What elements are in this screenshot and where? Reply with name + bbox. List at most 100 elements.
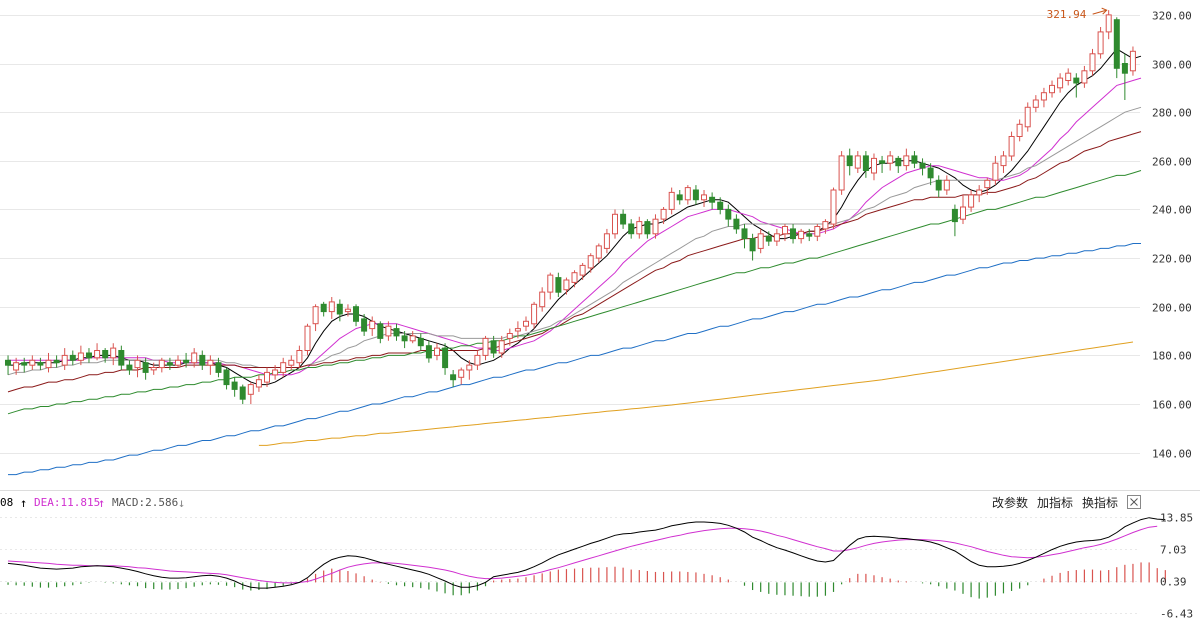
- candle-body: [951, 208, 958, 223]
- macd-histogram: [7, 562, 1166, 599]
- candle: [320, 301, 327, 317]
- close-icon[interactable]: [1127, 495, 1141, 509]
- candle-body: [935, 179, 942, 191]
- candle-body: [1121, 63, 1128, 74]
- price-tick-label: 260.00: [1152, 156, 1192, 169]
- candle-body: [361, 318, 368, 332]
- candle: [1121, 53, 1128, 100]
- macd-value: MACD:2.586: [112, 496, 178, 509]
- candle: [717, 197, 724, 215]
- candle-body: [86, 352, 92, 359]
- candle: [725, 204, 732, 227]
- candle: [895, 155, 902, 173]
- candle-body: [717, 201, 724, 210]
- candle-body: [377, 323, 384, 339]
- candle-body: [320, 303, 327, 313]
- candle: [668, 187, 675, 215]
- candle: [951, 204, 958, 237]
- candle: [13, 357, 20, 375]
- candle: [547, 272, 554, 300]
- candle-body: [879, 160, 886, 164]
- candle: [458, 367, 465, 385]
- candle: [1000, 151, 1007, 173]
- candle: [53, 355, 60, 368]
- candle: [231, 377, 238, 397]
- candle-body: [482, 337, 489, 356]
- candle: [927, 163, 934, 186]
- candle: [506, 328, 513, 346]
- candle: [822, 219, 829, 234]
- candle-body: [652, 218, 659, 235]
- dif-arrow-icon: ↑: [20, 496, 27, 510]
- candle: [166, 357, 173, 370]
- candle: [288, 355, 295, 370]
- candle-body: [644, 221, 651, 235]
- add-indicator-button[interactable]: 加指标: [1037, 495, 1073, 510]
- candle: [312, 304, 319, 332]
- candle-body: [571, 272, 578, 283]
- candle-body: [53, 359, 60, 364]
- candle: [757, 228, 764, 254]
- change-params-button[interactable]: 改参数: [992, 495, 1028, 510]
- candle: [1105, 10, 1112, 40]
- candle: [612, 209, 618, 239]
- candle: [264, 367, 270, 388]
- candle-body: [612, 213, 618, 235]
- candle: [984, 177, 991, 195]
- candle-body: [531, 303, 538, 325]
- candle-body: [199, 354, 206, 366]
- candle: [498, 335, 505, 358]
- candle-body: [369, 320, 376, 330]
- candle: [603, 228, 610, 254]
- candle-body: [158, 359, 165, 369]
- candle: [102, 348, 109, 363]
- candle-body: [21, 362, 28, 366]
- candle-body: [765, 235, 772, 242]
- candle-body: [118, 350, 125, 366]
- candle: [77, 345, 84, 366]
- candle: [344, 304, 351, 317]
- candle-body: [514, 328, 521, 332]
- candle: [409, 331, 416, 344]
- candle: [1129, 46, 1136, 76]
- candle: [199, 350, 206, 370]
- candle-body: [668, 191, 675, 210]
- moving-average-line: [7, 131, 1142, 393]
- candle-body: [1073, 77, 1080, 84]
- candle-body: [806, 233, 813, 237]
- candle-body: [1049, 84, 1055, 94]
- candle-body: [191, 352, 198, 364]
- dif-value: 08: [0, 496, 13, 509]
- candle: [701, 189, 707, 208]
- candle-body: [102, 350, 109, 359]
- candle-body: [1129, 50, 1136, 72]
- candle-body: [401, 335, 408, 342]
- candle: [692, 185, 699, 205]
- candle-body: [215, 362, 222, 373]
- price-tick-label: 240.00: [1152, 204, 1192, 217]
- moving-average-line: [258, 341, 1134, 446]
- candle-body: [1097, 31, 1104, 55]
- candle-body: [409, 335, 416, 342]
- candle-body: [353, 306, 359, 322]
- candle: [1065, 68, 1072, 86]
- candle: [207, 355, 214, 375]
- candle: [118, 345, 125, 370]
- candle: [272, 365, 279, 380]
- moving-average-line: [7, 106, 1142, 376]
- candle-body: [579, 264, 586, 276]
- dea-value: DEA:11.815: [34, 496, 100, 509]
- candle-body: [1089, 53, 1096, 72]
- candle: [361, 314, 368, 336]
- candle: [1097, 27, 1104, 59]
- macd-legend: 08 ↑ DEA:11.815 ↑ MACD:2.586 ↓: [0, 496, 185, 510]
- candle-body: [183, 359, 190, 364]
- candle-body: [976, 189, 983, 196]
- candle-body: [61, 354, 68, 366]
- switch-indicator-button[interactable]: 换指标: [1082, 495, 1118, 510]
- macd-tick-label: 0.39: [1160, 576, 1187, 589]
- candle: [830, 187, 837, 229]
- candle: [514, 321, 521, 339]
- candle-body: [749, 238, 756, 252]
- candle: [69, 350, 76, 366]
